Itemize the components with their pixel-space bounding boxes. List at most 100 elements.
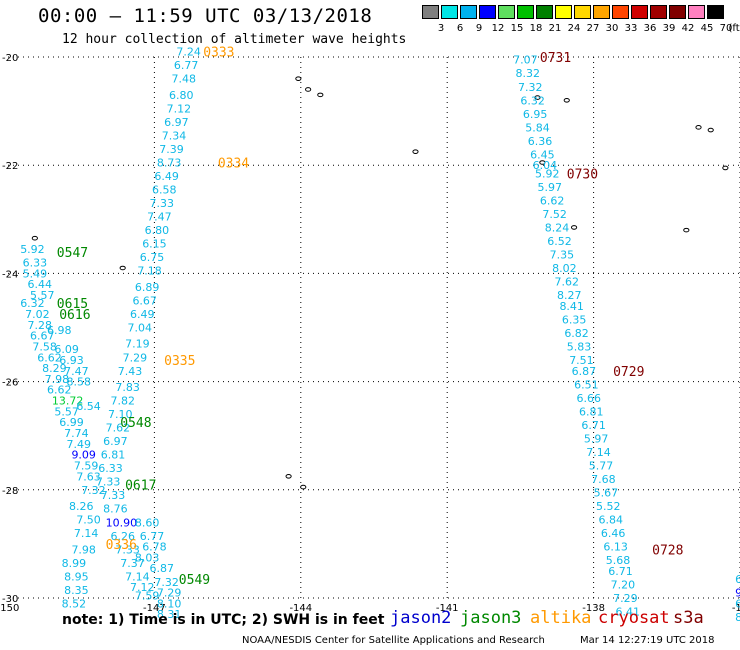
- wave-height-value: 6.58: [152, 184, 177, 197]
- wave-height-value: 8.32: [516, 67, 541, 80]
- latitude-tick-label: -30: [2, 594, 18, 605]
- wave-height-value: 8.60: [135, 516, 160, 529]
- pass-time-label: 0616: [59, 308, 90, 323]
- island-marker: [305, 87, 312, 92]
- wave-height-value: 7.32: [154, 576, 179, 589]
- map-subtitle: 12 hour collection of altimeter wave hei…: [62, 32, 407, 47]
- wave-height-value: 8.29: [42, 362, 67, 375]
- color-swatch: [650, 5, 667, 19]
- wave-height-value: 6.93: [59, 354, 84, 367]
- wave-height-value: 6.33: [23, 257, 48, 270]
- color-swatch: [517, 5, 534, 19]
- wave-height-value: 6.71: [608, 565, 633, 578]
- wave-height-value: 7.35: [550, 248, 575, 261]
- wave-height-value: 7.83: [115, 381, 140, 394]
- color-scale-label: 3: [437, 23, 445, 34]
- wave-height-value: 6.41: [616, 606, 641, 619]
- wave-height-value: 8.58: [67, 376, 92, 389]
- pass-time-label: 0731: [540, 51, 571, 66]
- wave-height-value: 5.84: [525, 121, 550, 134]
- generated-timestamp: Mar 14 12:27:19 UTC 2018: [580, 635, 715, 646]
- wave-height-value: 6.09: [54, 343, 79, 356]
- wave-height-value: 6.32: [520, 94, 545, 107]
- pass-time-label: 0549: [179, 573, 210, 588]
- wave-height-value: 7.62: [106, 422, 131, 435]
- wave-height-value: 6.84: [598, 514, 623, 527]
- wave-height-value: 8.27: [557, 289, 582, 302]
- pass-time-label: 0728: [652, 543, 683, 558]
- longitude-tick-label: -138: [582, 603, 605, 614]
- wave-height-value: 6.67: [132, 294, 157, 307]
- pass-time-label: 0730: [567, 167, 598, 182]
- wave-height-value: 7.29: [613, 592, 638, 605]
- island-marker: [695, 125, 702, 130]
- wave-height-value: 7.10: [108, 408, 133, 421]
- wave-height-value: 7.63: [76, 470, 101, 483]
- wave-height-value: 8.99: [62, 557, 87, 570]
- wave-height-value: 7.20: [611, 578, 636, 591]
- satellite-legend-s3a: s3a: [673, 608, 704, 628]
- satellite-legend-jason3: jason3: [460, 608, 522, 628]
- wave-height-value: 8.24: [545, 221, 570, 234]
- wave-height-value: 13.72: [52, 395, 84, 408]
- wave-height-value: 5.92: [535, 167, 560, 180]
- wave-height-value: 7.24: [176, 46, 201, 59]
- color-swatch: [688, 5, 705, 19]
- wave-height-value: 6.51: [574, 378, 599, 391]
- pass-time-label: 0335: [164, 354, 195, 369]
- wave-height-value: 8.4: [735, 611, 740, 624]
- island-marker: [563, 97, 570, 103]
- wave-height-value: 5.52: [596, 500, 621, 513]
- island-marker: [722, 165, 729, 171]
- wave-height-value: 5.97: [584, 432, 609, 445]
- wave-height-value: 5.68: [606, 554, 631, 567]
- color-scale-label: 39: [662, 23, 676, 34]
- wave-height-value: 9.09: [71, 449, 96, 462]
- wave-height-value: 7.52: [542, 208, 567, 221]
- wave-height-value: 6.62: [37, 351, 62, 364]
- latitude-tick-label: -22: [2, 161, 18, 172]
- wave-height-value: 6.36: [528, 135, 553, 148]
- satellite-legend-cryosat: cryosat: [598, 608, 670, 628]
- longitude-tick-label: -144: [289, 603, 312, 614]
- wave-height-value: 5.97: [537, 181, 562, 194]
- wave-height-value: 9.1: [735, 587, 740, 600]
- wave-height-value: 7.14: [586, 446, 611, 459]
- wave-height-value: 5.57: [54, 405, 79, 418]
- wave-height-value: 5.67: [594, 487, 619, 500]
- wave-height-value: 7.07: [513, 54, 538, 67]
- color-swatch: [422, 5, 439, 19]
- wave-height-value: 6.97: [164, 116, 189, 129]
- wave-height-value: 7.18: [137, 265, 162, 278]
- wave-height-value: 5.83: [567, 340, 592, 353]
- wave-height-value: 8.52: [62, 597, 87, 610]
- wave-height-value: 7.33: [96, 476, 121, 489]
- pass-time-label: 0617: [125, 478, 156, 493]
- wave-height-value: 6.77: [174, 59, 199, 72]
- latitude-tick-label: -20: [2, 53, 18, 64]
- wave-height-value: 7.04: [128, 322, 153, 335]
- wave-height-value: 6.87: [150, 562, 175, 575]
- wave-height-value: 6.13: [603, 541, 628, 554]
- wave-height-value: 7.33: [115, 543, 140, 556]
- wave-height-value: 6.26: [110, 530, 135, 543]
- color-swatch: [498, 5, 515, 19]
- wave-height-value: 7.39: [159, 143, 184, 156]
- wave-height-value: 7.29: [157, 587, 182, 600]
- color-scale-label: 42: [681, 23, 695, 34]
- wave-height-value: 7.12: [167, 102, 192, 115]
- wave-height-value: 5.49: [23, 267, 48, 280]
- longitude-tick-label: -147: [143, 603, 166, 614]
- wave-height-value: 7.62: [555, 276, 580, 289]
- satellite-legend-jason2: jason2: [390, 608, 452, 628]
- color-swatch: [441, 5, 458, 19]
- wave-height-value: 7.33: [101, 489, 126, 502]
- color-swatch: [536, 5, 553, 19]
- wave-height-value: 5.92: [20, 243, 45, 256]
- color-scale-unit: (ft): [728, 23, 740, 34]
- wave-height-value: 6.33: [98, 462, 123, 475]
- wave-height-value: 7.28: [28, 319, 53, 332]
- wave-height-value: 7.47: [147, 211, 172, 224]
- wave-height-value: 8.95: [64, 570, 89, 583]
- wave-height-value: 6.81: [101, 449, 126, 462]
